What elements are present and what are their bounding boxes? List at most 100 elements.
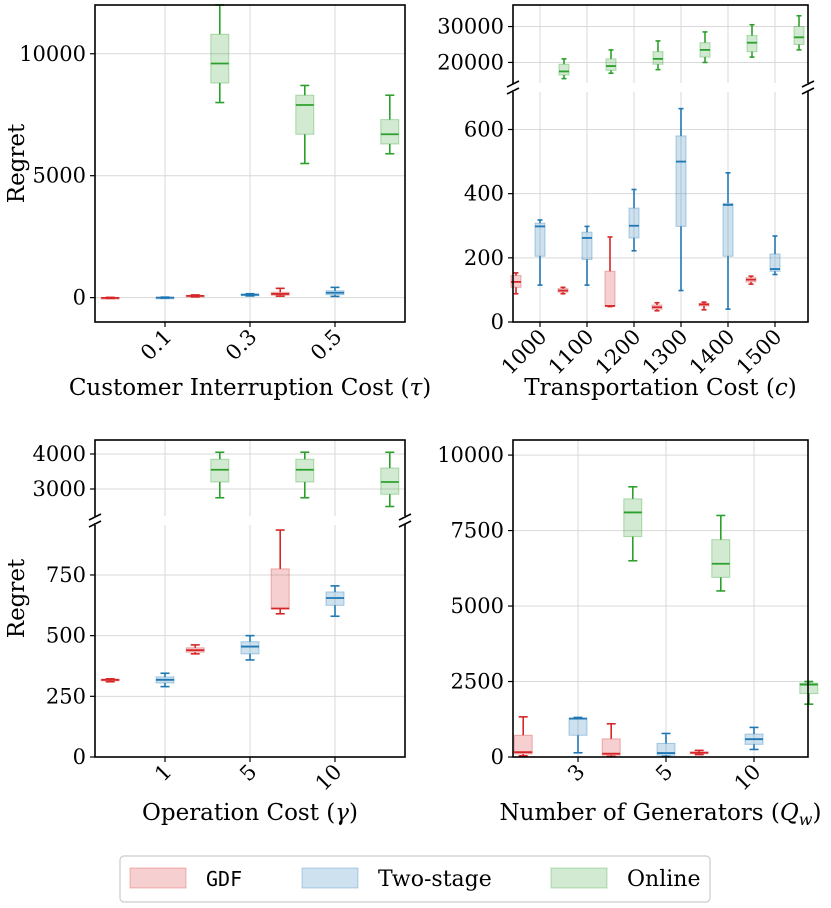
box-online-5 (711, 514, 731, 592)
x-axis-label-end: ) (422, 375, 431, 401)
legend-frame (119, 855, 711, 903)
axes-frame (506, 4, 815, 323)
axis-break-mark (88, 520, 102, 528)
y-tick-label: 10000 (437, 443, 504, 467)
legend-entry-gdf: GDF (129, 867, 242, 891)
box-two-stage-1000 (534, 219, 546, 286)
box-two-stage-5 (240, 634, 260, 661)
box-online-1000 (558, 58, 570, 80)
box-two-stage-3 (568, 716, 588, 754)
y-axis-label: Regret (4, 123, 30, 203)
box-body (675, 135, 687, 227)
x-axis-label-text: Transportation Cost ( (524, 375, 775, 401)
box-gdf-1100 (557, 286, 569, 295)
y-tick-label: 10000 (19, 42, 86, 66)
box-body (534, 222, 546, 257)
x-axis-label-end: ) (788, 375, 797, 401)
box-gdf-5 (601, 722, 621, 758)
x-tick-label: 10 (311, 760, 347, 796)
axes-frame (88, 439, 412, 758)
box-two-stage-10 (325, 585, 345, 618)
legend-swatch (301, 867, 359, 889)
box-two-stage-1500 (769, 235, 781, 276)
axis-break-mark (801, 87, 815, 95)
axis-break-mark (506, 80, 520, 88)
box-two-stage-1200 (628, 188, 640, 252)
box-body (601, 738, 621, 756)
panel-operation: 0 250 500 750 3000 4000 1 5 10 Operation Cost (γ)… (4, 439, 412, 826)
y-tick-label: 0 (73, 286, 86, 310)
box-body (793, 26, 805, 45)
y-tick-label: 5000 (33, 164, 86, 188)
grid (95, 440, 405, 758)
box-two-stage-1400 (722, 172, 734, 310)
box-body (656, 742, 676, 756)
x-axis-symbol: Q (780, 800, 799, 826)
x-axis-label: Transportation Cost (c) (524, 375, 796, 401)
box-body (604, 270, 616, 307)
box-gdf-10 (689, 749, 709, 756)
box-gdf-10 (270, 529, 290, 615)
box-gdf-5 (185, 644, 205, 655)
legend-entry-two-stage: Two-stage (301, 867, 492, 892)
y-tick-label: 750 (46, 563, 86, 587)
box-body (568, 717, 588, 736)
box-body (295, 94, 315, 135)
y-tick-label: 0 (491, 310, 504, 334)
x-axis-label-end: ) (812, 800, 821, 826)
box-two-stage-0.5 (325, 286, 345, 298)
axis-break-mark (398, 513, 412, 521)
axis-break-mark (506, 87, 520, 95)
box-gdf-3 (513, 716, 533, 757)
x-tick-label: 0.1 (136, 325, 177, 366)
legend-label: GDF (206, 867, 242, 891)
y-tick-label: 250 (46, 684, 86, 708)
x-tick-label: 1400 (685, 325, 740, 380)
box-two-stage-1100 (581, 225, 593, 286)
y-axis-label: Regret (4, 558, 30, 638)
box-body (513, 734, 533, 755)
box-body (722, 202, 734, 257)
x-tick-label: 1000 (497, 325, 552, 380)
x-tick-label: 0.5 (306, 325, 347, 366)
box-body (711, 539, 731, 578)
x-axis-symbol: γ (335, 800, 349, 826)
box-two-stage-0.3 (240, 292, 260, 297)
axis-break-mark (398, 520, 412, 528)
x-tick-label: 1300 (638, 325, 693, 380)
y-tick-label: 600 (464, 118, 504, 142)
box-gdf-1000 (510, 272, 522, 295)
panel-generators: 0 2500 5000 7500 10000 3 5 10 Number of Generato… (437, 439, 821, 829)
box-gdf-1500 (745, 275, 757, 285)
box-two-stage-0.1 (155, 296, 175, 300)
x-axis-label-text: Number of Generators ( (500, 800, 780, 826)
box-gdf-0.5 (270, 287, 290, 297)
box-online-0.3 (295, 84, 315, 165)
legend: GDF Two-stage Online (119, 855, 711, 903)
x-axis-label-text: Operation Cost ( (142, 800, 335, 826)
legend-label: Two-stage (378, 867, 492, 892)
box-body (270, 568, 290, 610)
box-body (210, 33, 230, 84)
box-body (380, 119, 400, 145)
axis-break-mark (88, 513, 102, 521)
x-tick-label: 1500 (732, 325, 787, 380)
y-tick-label: 5000 (451, 594, 504, 618)
box-online-1400 (746, 23, 758, 58)
axis-break-mark (801, 80, 815, 88)
box-online-1200 (652, 40, 664, 71)
axes-frame (512, 439, 809, 758)
x-tick-label: 5 (651, 760, 677, 786)
legend-swatch (550, 867, 608, 889)
box-gdf-1300 (651, 301, 663, 312)
axes-upper (512, 4, 809, 85)
y-tick-label: 3000 (33, 477, 86, 501)
box-gdf-1200 (604, 236, 616, 308)
box-body (605, 58, 617, 71)
box-online-0.5 (380, 94, 400, 155)
box-body (628, 207, 640, 239)
box-gdf-0.1 (100, 296, 120, 300)
y-tick-label: 400 (464, 182, 504, 206)
